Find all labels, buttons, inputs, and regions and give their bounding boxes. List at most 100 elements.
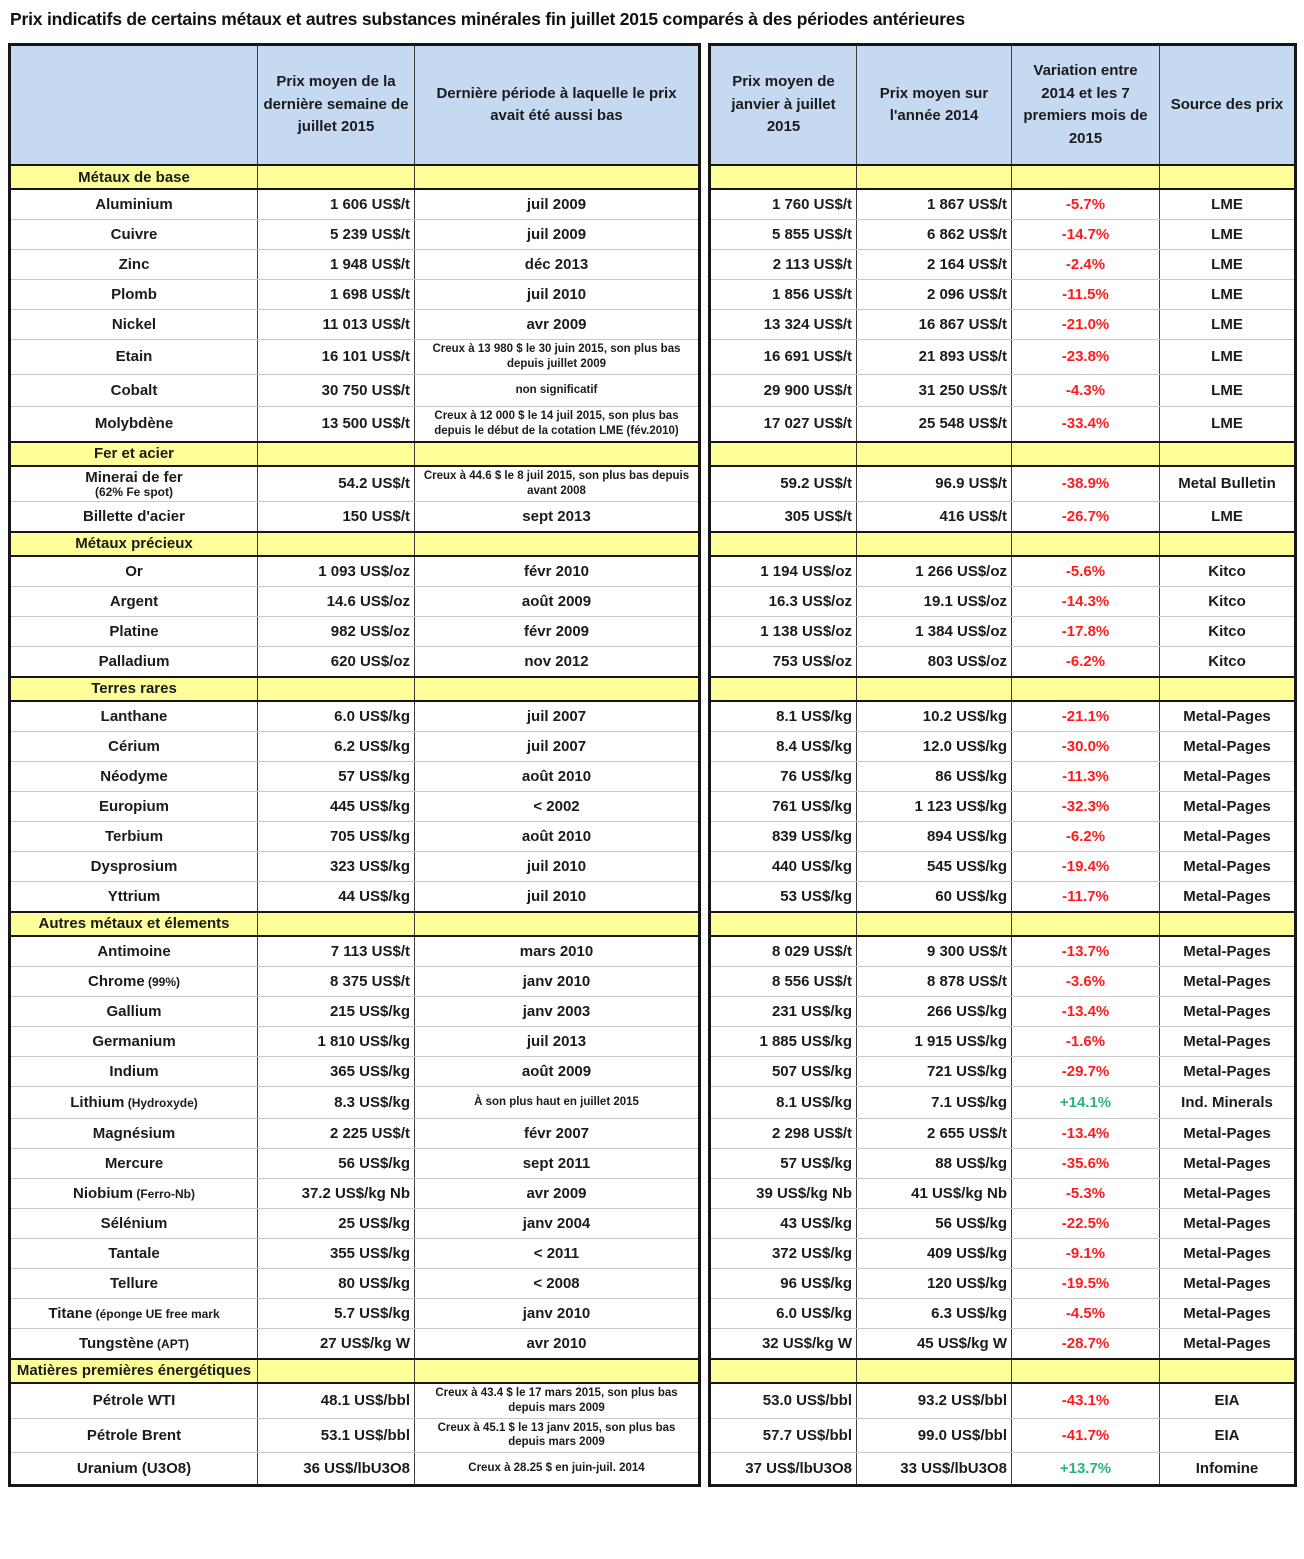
avg-price-2014-cell: 1 915 US$/kg (856, 1025, 1012, 1057)
last-low-period-cell: juil 2009 (414, 188, 701, 220)
section-empty-cell (856, 910, 1012, 937)
last-low-period-cell: août 2009 (414, 585, 701, 617)
table-gap (699, 586, 710, 617)
last-low-period-cell: nov 2012 (414, 645, 701, 678)
last-low-period-cell: juil 2010 (414, 279, 701, 310)
price-source-cell: Metal-Pages (1159, 850, 1297, 882)
commodity-name-cell: Minerai de fer (62% Fe spot) (8, 465, 258, 502)
price-last-week-cell: 1 093 US$/oz (257, 555, 415, 587)
avg-price-2015-cell: 43 US$/kg (708, 1207, 857, 1239)
section-header-row: Autres métaux et élements (8, 910, 1297, 937)
variation-cell: -13.4% (1011, 995, 1160, 1027)
section-empty-cell (1011, 164, 1160, 190)
last-low-period-cell: janv 2010 (414, 1297, 701, 1329)
avg-price-2014-cell: 1 867 US$/t (856, 188, 1012, 220)
avg-price-2014-cell: 416 US$/t (856, 500, 1012, 533)
table-gap (699, 339, 710, 375)
section-empty-cell (708, 164, 857, 190)
price-last-week-cell: 37.2 US$/kg Nb (257, 1177, 415, 1209)
price-source-cell: LME (1159, 219, 1297, 250)
commodity-name-cell: Or (8, 555, 258, 587)
price-source-cell: Metal Bulletin (1159, 465, 1297, 502)
section-empty-cell (414, 164, 701, 190)
table-row: Etain 16 101 US$/t Creux à 13 980 $ le 30 … (8, 339, 1297, 375)
commodity-name-cell: Sélénium (8, 1207, 258, 1239)
price-last-week-cell: 56 US$/kg (257, 1147, 415, 1179)
table-row: Europium 445 US$/kg < 2002 761 US$/kg 1 123 … (8, 790, 1297, 822)
variation-cell: -6.2% (1011, 820, 1160, 852)
avg-price-2014-cell: 12.0 US$/kg (856, 730, 1012, 762)
variation-cell: -23.8% (1011, 339, 1160, 375)
price-last-week-cell: 365 US$/kg (257, 1055, 415, 1087)
table-gap (699, 531, 710, 556)
table-gap (699, 406, 710, 442)
header-row-label (8, 43, 258, 166)
table-gap (699, 911, 710, 936)
table-row: Minerai de fer (62% Fe spot) 54.2 US$/t Cre… (8, 465, 1297, 502)
section-header-row: Métaux de base (8, 164, 1297, 190)
variation-cell: -3.6% (1011, 965, 1160, 997)
avg-price-2015-cell: 29 900 US$/t (708, 373, 857, 407)
avg-price-2014-cell: 1 123 US$/kg (856, 790, 1012, 822)
section-empty-cell (708, 530, 857, 557)
section-title: Métaux précieux (8, 530, 258, 557)
table-row: Dysprosium 323 US$/kg juil 2010 440 US$/kg 5… (8, 850, 1297, 882)
last-low-period-cell: Creux à 12 000 $ le 14 juil 2015, son pl… (414, 405, 701, 443)
avg-price-2015-cell: 8 556 US$/t (708, 965, 857, 997)
price-source-cell: Kitco (1159, 585, 1297, 617)
section-empty-cell (708, 675, 857, 702)
variation-cell: -41.7% (1011, 1417, 1160, 1454)
last-low-period-cell: avr 2009 (414, 1177, 701, 1209)
variation-cell: -9.1% (1011, 1237, 1160, 1269)
section-title: Autres métaux et élements (8, 910, 258, 937)
section-empty-cell (414, 675, 701, 702)
avg-price-2015-cell: 839 US$/kg (708, 820, 857, 852)
avg-price-2014-cell: 6 862 US$/t (856, 219, 1012, 250)
variation-cell: -6.2% (1011, 645, 1160, 678)
header-price-source: Source des prix (1159, 43, 1297, 166)
price-last-week-cell: 30 750 US$/t (257, 373, 415, 407)
price-source-cell: LME (1159, 405, 1297, 443)
table-row: Tellure 80 US$/kg < 2008 96 US$/kg 120 US$/k… (8, 1267, 1297, 1299)
price-last-week-cell: 80 US$/kg (257, 1267, 415, 1299)
section-empty-cell (257, 1357, 415, 1384)
avg-price-2014-cell: 25 548 US$/t (856, 405, 1012, 443)
avg-price-2015-cell: 1 138 US$/oz (708, 615, 857, 647)
price-last-week-cell: 982 US$/oz (257, 615, 415, 647)
price-last-week-cell: 1 698 US$/t (257, 279, 415, 310)
table-row: Mercure 56 US$/kg sept 2011 57 US$/kg 88 US$… (8, 1147, 1297, 1179)
variation-cell: -4.3% (1011, 373, 1160, 407)
avg-price-2014-cell: 1 266 US$/oz (856, 555, 1012, 587)
price-last-week-cell: 8 375 US$/t (257, 965, 415, 997)
avg-price-2015-cell: 57 US$/kg (708, 1147, 857, 1179)
price-last-week-cell: 5.7 US$/kg (257, 1297, 415, 1329)
variation-cell: -38.9% (1011, 465, 1160, 502)
avg-price-2015-cell: 6.0 US$/kg (708, 1297, 857, 1329)
commodity-name-cell: Molybdène (8, 405, 258, 443)
avg-price-2014-cell: 96.9 US$/t (856, 465, 1012, 502)
last-low-period-cell: sept 2011 (414, 1147, 701, 1179)
avg-price-2015-cell: 1 856 US$/t (708, 279, 857, 310)
price-source-cell: EIA (1159, 1382, 1297, 1419)
table-gap (699, 189, 710, 220)
commodity-name-cell: Zinc (8, 249, 258, 280)
table-gap (699, 821, 710, 852)
price-source-cell: LME (1159, 188, 1297, 220)
table-gap (699, 1118, 710, 1149)
variation-cell: -32.3% (1011, 790, 1160, 822)
table-gap (699, 616, 710, 647)
variation-cell: -35.6% (1011, 1147, 1160, 1179)
avg-price-2015-cell: 8.1 US$/kg (708, 1085, 857, 1119)
avg-price-2015-cell: 1 760 US$/t (708, 188, 857, 220)
section-empty-cell (1159, 440, 1297, 467)
last-low-period-cell: août 2010 (414, 760, 701, 792)
avg-price-2014-cell: 9 300 US$/t (856, 935, 1012, 967)
price-last-week-cell: 14.6 US$/oz (257, 585, 415, 617)
commodity-name-cell: Titane (éponge UE free mark (8, 1297, 258, 1329)
section-title: Matières premières énergétiques (8, 1357, 258, 1384)
price-source-cell: EIA (1159, 1417, 1297, 1454)
commodity-name-cell: Europium (8, 790, 258, 822)
avg-price-2015-cell: 761 US$/kg (708, 790, 857, 822)
section-empty-cell (856, 440, 1012, 467)
header-avg-price-jan-jul-2015: Prix moyen de janvier à juillet 2015 (708, 43, 857, 166)
